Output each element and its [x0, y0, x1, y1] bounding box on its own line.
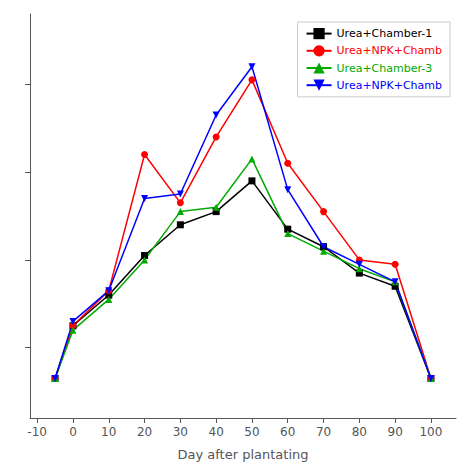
svg-text:0: 0	[69, 425, 77, 439]
svg-text:Urea+Chamber-3: Urea+Chamber-3	[337, 62, 433, 75]
svg-text:80: 80	[352, 425, 367, 439]
svg-text:40: 40	[209, 425, 224, 439]
svg-text:50: 50	[244, 425, 259, 439]
svg-text:-10: -10	[27, 425, 47, 439]
svg-text:60: 60	[280, 425, 295, 439]
svg-text:Urea+NPK+Chamb: Urea+NPK+Chamb	[337, 44, 442, 57]
svg-text:90: 90	[388, 425, 403, 439]
svg-text:Day after plantating: Day after plantating	[177, 447, 308, 462]
svg-text:100: 100	[419, 425, 442, 439]
svg-text:70: 70	[316, 425, 331, 439]
svg-text:10: 10	[101, 425, 116, 439]
svg-text:20: 20	[137, 425, 152, 439]
svg-text:30: 30	[173, 425, 188, 439]
svg-text:Urea+Chamber-1: Urea+Chamber-1	[337, 27, 433, 40]
svg-text:Urea+NPK+Chamb: Urea+NPK+Chamb	[337, 79, 442, 92]
